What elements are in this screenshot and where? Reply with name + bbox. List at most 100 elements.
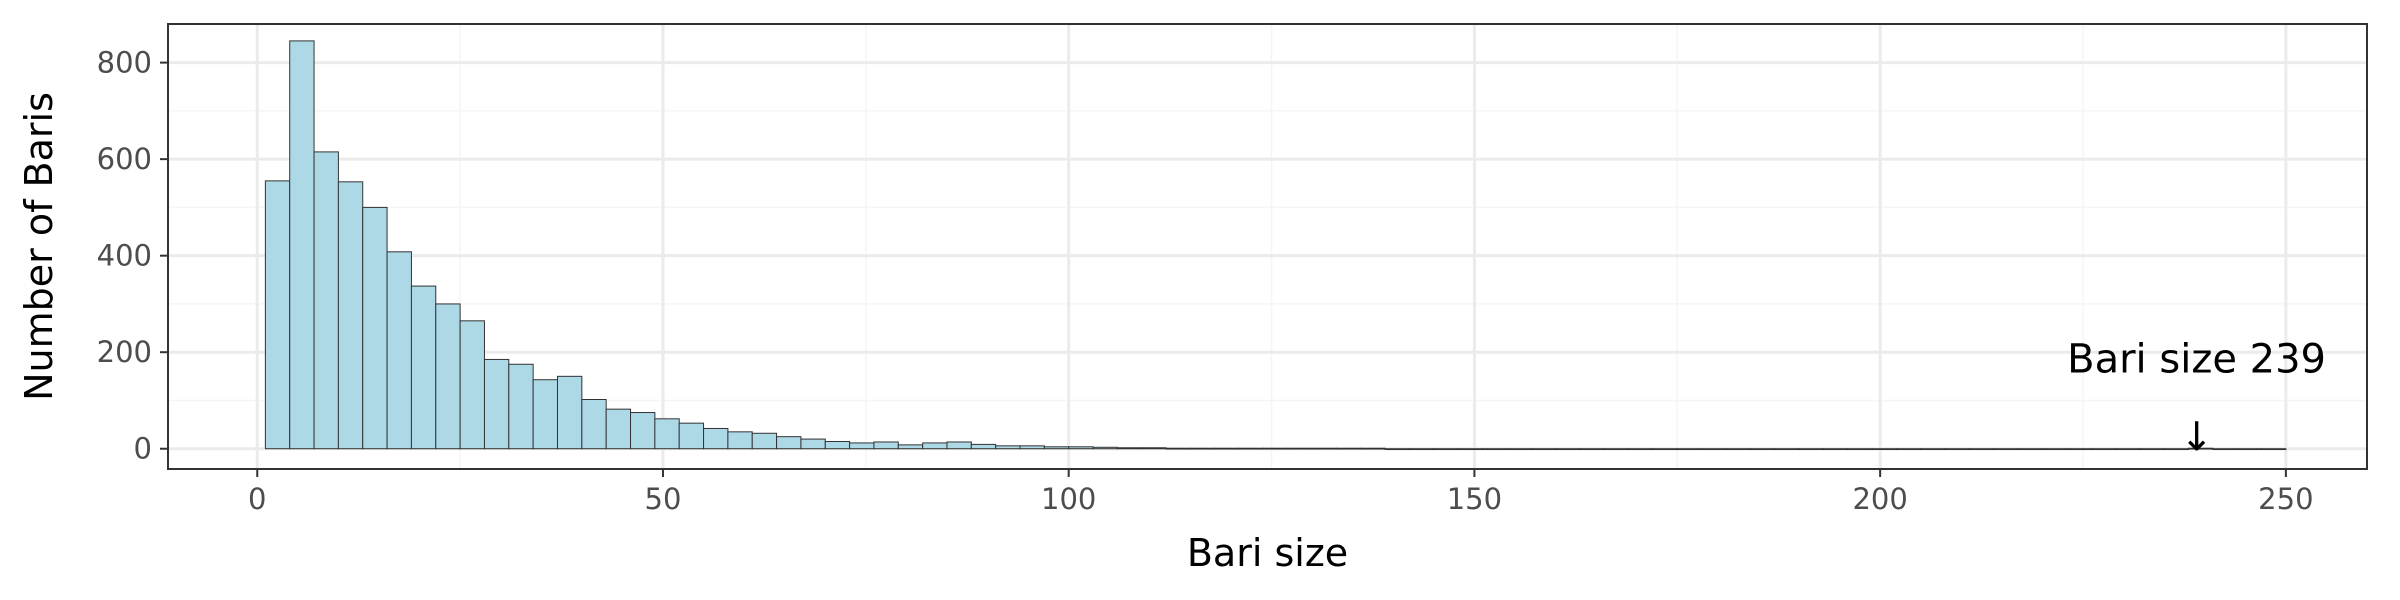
histogram-bar: [1822, 448, 1849, 451]
histogram-bar: [2236, 448, 2263, 451]
histogram-bar: [1652, 448, 1678, 451]
histogram-bar: [556, 375, 583, 450]
histogram-bar: [1895, 448, 1922, 451]
histogram-bar: [2017, 448, 2043, 451]
histogram-bar: [1774, 448, 1800, 451]
histogram-bar: [654, 418, 680, 450]
histogram-bar: [581, 398, 607, 450]
x-axis: 0 50 100 150 200 250: [248, 469, 2314, 516]
histogram-bar: [897, 444, 924, 450]
histogram-bar: [824, 440, 851, 450]
histogram-bar: [1165, 447, 1191, 450]
histogram-bar: [1189, 447, 1216, 450]
histogram-bar: [313, 151, 339, 450]
histogram-bar: [410, 285, 437, 450]
histogram-bar: [946, 441, 972, 450]
histogram-bar: [362, 206, 388, 450]
annotation-label: Bari size 239: [2067, 337, 2326, 383]
histogram-bar: [1725, 448, 1751, 451]
histogram-bar: [1433, 448, 1459, 451]
histogram-bar: [995, 445, 1021, 450]
histogram-bar: [1384, 448, 1411, 451]
histogram-bar: [849, 442, 875, 450]
histogram-bar: [386, 251, 412, 450]
histogram-bar: [1628, 448, 1654, 451]
histogram-bar: [1287, 447, 1313, 450]
histogram-bar: [800, 438, 826, 450]
histogram-bar: [337, 181, 364, 450]
histogram-bar: [1409, 448, 1435, 451]
histogram-bar: [1092, 446, 1118, 450]
histogram-bar: [1141, 447, 1167, 450]
y-tick-label: 800: [97, 46, 152, 80]
x-tick-label: 200: [1852, 482, 1907, 516]
histogram-bar: [289, 40, 315, 450]
histogram-bar: [751, 432, 778, 450]
histogram-bar: [1993, 448, 2019, 451]
histogram-bar: [1701, 448, 1727, 451]
histogram-bar: [1043, 446, 1070, 450]
histogram-bar: [2212, 448, 2238, 451]
annotation-arrow: ↓: [2180, 415, 2214, 461]
histogram-bar: [1019, 445, 1045, 450]
histogram-bar: [1482, 448, 1508, 451]
histogram-bar: [678, 422, 705, 450]
annotation-group: Bari size 239 ↓: [2067, 337, 2326, 461]
histogram-bar: [1360, 447, 1386, 450]
histogram-bar: [2139, 448, 2165, 451]
histogram-bar: [459, 320, 485, 450]
x-axis-title: Bari size: [1187, 531, 1348, 575]
histogram-bar: [630, 412, 656, 450]
bars: [264, 40, 2287, 451]
x-tick-label: 250: [2258, 482, 2313, 516]
histogram-bar: [2066, 448, 2092, 451]
histogram-bar: [1968, 448, 1995, 451]
histogram-bar: [1068, 446, 1094, 450]
y-tick-label: 400: [97, 239, 152, 273]
histogram-bar: [1920, 448, 1946, 451]
histogram-bar: [970, 443, 997, 450]
x-tick-label: 100: [1041, 482, 1096, 516]
x-tick-label: 50: [645, 482, 682, 516]
histogram-bar: [264, 180, 291, 450]
histogram-bar: [1116, 447, 1143, 450]
histogram-bar: [1238, 447, 1264, 450]
histogram-bar: [1555, 448, 1581, 451]
y-tick-label: 600: [97, 142, 152, 176]
histogram-bar: [1944, 448, 1970, 451]
histogram-bar: [1530, 448, 1557, 451]
y-axis: 0 200 400 600 800: [97, 46, 168, 466]
histogram-bar: [1262, 447, 1289, 450]
x-tick-label: 0: [248, 482, 266, 516]
histogram-bar: [1798, 448, 1824, 451]
histogram-bar: [508, 363, 534, 450]
histogram-bar: [435, 303, 461, 450]
histogram-bar: [727, 431, 753, 450]
histogram-bar: [1579, 448, 1605, 451]
histogram-bar: [703, 427, 729, 450]
histogram-bar: [605, 408, 632, 450]
y-tick-label: 0: [134, 432, 152, 466]
histogram-bar: [1311, 447, 1337, 450]
histogram-bar: [776, 436, 802, 450]
histogram-bar: [1676, 448, 1703, 451]
histogram-bar: [1603, 448, 1630, 451]
histogram-bar: [2090, 448, 2116, 451]
histogram-bar: [1214, 447, 1240, 450]
histogram-bar: [483, 358, 510, 450]
histogram-bar: [873, 441, 899, 450]
histogram-bar: [2114, 448, 2141, 451]
histogram-bar: [2041, 448, 2068, 451]
histogram-bar: [1457, 448, 1484, 451]
panel-border: [167, 23, 2368, 470]
histogram-bar: [532, 379, 558, 450]
histogram-bar: [1749, 448, 1776, 451]
histogram-bar: [2261, 448, 2287, 451]
histogram-bar: [1335, 447, 1362, 450]
y-tick-label: 200: [97, 335, 152, 369]
histogram-bar: [1506, 448, 1532, 451]
histogram-bar: [922, 442, 948, 450]
histogram-bar: [1847, 448, 1873, 451]
